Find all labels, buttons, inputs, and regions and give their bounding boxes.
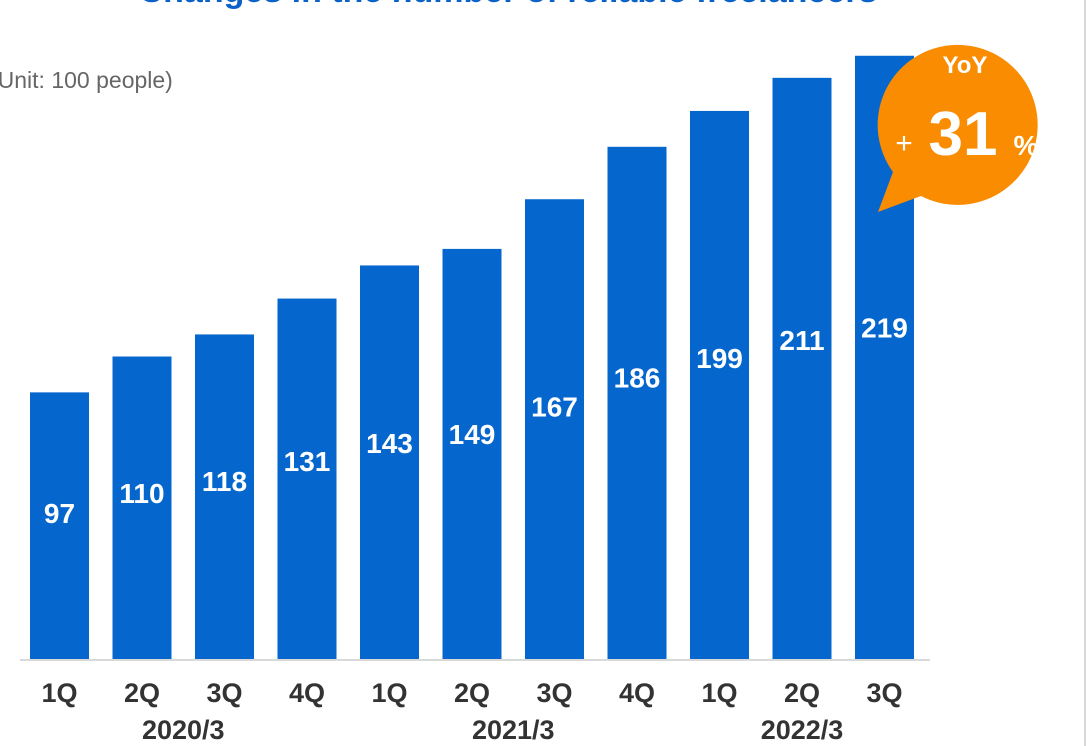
fiscal-year-1: 2020/3 <box>142 715 225 745</box>
bar-value-label-11: 219 <box>861 313 908 344</box>
callout-bubble <box>877 44 1038 213</box>
bar-value-label-9: 199 <box>696 343 743 374</box>
fiscal-year-labels: 2020/3 2021/3 2022/3 <box>142 715 843 745</box>
yoy-callout: YoY + 31 % <box>877 44 1039 213</box>
bar-5 <box>360 265 419 660</box>
bar-2 <box>112 356 172 660</box>
bar-value-label-7: 167 <box>531 392 578 423</box>
x-tick-2: 2Q <box>124 678 160 708</box>
fiscal-year-3: 2022/3 <box>761 715 844 745</box>
right-edge-divider <box>1084 0 1086 746</box>
fiscal-year-2: 2021/3 <box>472 715 555 745</box>
bar-value-label-4: 131 <box>284 446 331 477</box>
bar-value-label-5: 143 <box>366 428 413 459</box>
bar-1 <box>30 392 89 660</box>
callout-label: YoY <box>943 52 988 79</box>
bar-value-label-3: 118 <box>202 466 247 497</box>
x-tick-8: 4Q <box>619 678 655 708</box>
unit-label: (Unit: 100 people) <box>0 67 173 93</box>
bar-value-label-8: 186 <box>614 363 661 394</box>
bars-group: 97 110 118 131 143 149 167 186 199 211 219 <box>30 55 914 661</box>
x-tick-10: 2Q <box>784 678 820 708</box>
x-tick-7: 3Q <box>536 678 572 708</box>
x-tick-3: 3Q <box>206 678 242 708</box>
x-tick-9: 1Q <box>701 678 737 708</box>
callout-sign: + <box>895 127 913 160</box>
bar-value-label-10: 211 <box>779 325 824 356</box>
x-tick-1: 1Q <box>41 678 77 708</box>
x-tick-11: 3Q <box>866 678 902 708</box>
x-tick-6: 2Q <box>454 678 490 708</box>
x-tick-4: 4Q <box>289 678 325 708</box>
x-tick-labels: 1Q 2Q 3Q 4Q 1Q 2Q 3Q 4Q 1Q 2Q 3Q <box>41 678 902 708</box>
bar-6 <box>442 248 502 661</box>
bar-value-label-2: 110 <box>119 478 164 509</box>
bar-9 <box>690 110 749 660</box>
bar-8 <box>607 146 667 661</box>
callout-value: 31 <box>929 100 998 169</box>
bar-10 <box>772 77 832 661</box>
bar-7 <box>525 199 584 660</box>
bar-4 <box>277 298 337 660</box>
bar-3 <box>195 334 254 660</box>
x-tick-5: 1Q <box>371 678 407 708</box>
callout-suffix: % <box>1014 130 1039 161</box>
bar-value-label-6: 149 <box>449 419 496 450</box>
chart-title: Changes in the number of reliable freela… <box>139 0 878 10</box>
bar-value-label-1: 97 <box>44 498 75 529</box>
